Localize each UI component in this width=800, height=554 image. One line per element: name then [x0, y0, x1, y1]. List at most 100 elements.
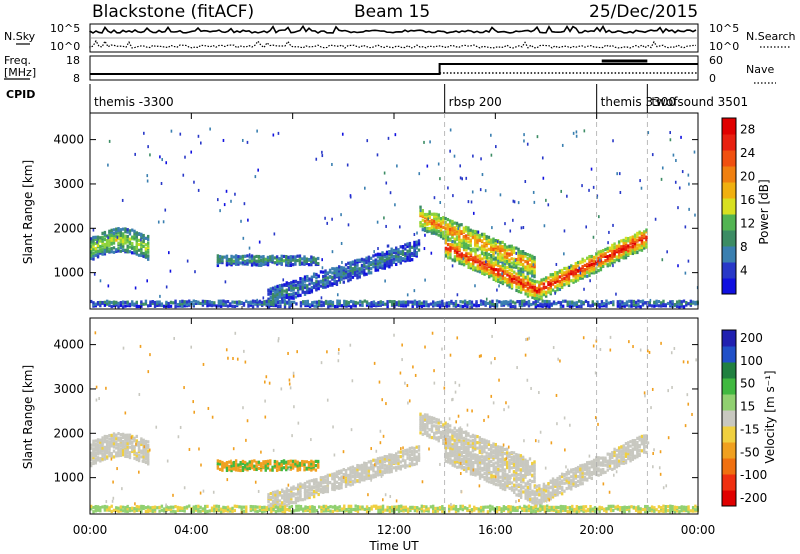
echo-cell — [169, 300, 173, 304]
echo-cell — [442, 236, 445, 240]
echo-cell — [526, 494, 530, 498]
echo-cell — [607, 301, 610, 305]
echo-cell — [344, 263, 348, 267]
echo-cell — [140, 304, 143, 308]
echo-cell — [345, 304, 348, 308]
echo-cell — [583, 478, 587, 482]
echo-cell — [147, 250, 150, 254]
echo-cell — [101, 443, 104, 448]
echo-cell — [451, 240, 454, 244]
echo-cell — [639, 305, 642, 309]
echo-cell — [597, 260, 600, 264]
echo-cell — [439, 216, 443, 221]
echo-cell — [448, 223, 452, 227]
echo-cell — [521, 459, 525, 463]
scatter-cell — [143, 131, 145, 135]
echo-cell — [506, 479, 509, 483]
echo-cell — [124, 241, 127, 245]
echo-cell — [483, 232, 486, 236]
echo-cell — [453, 434, 456, 438]
echo-cell — [287, 283, 291, 288]
echo-cell — [248, 259, 251, 263]
scatter-cell — [536, 135, 539, 139]
echo-cell — [274, 500, 277, 504]
echo-cell — [253, 261, 256, 265]
echo-cell — [524, 458, 527, 462]
echo-cell — [328, 480, 332, 485]
echo-cell — [474, 229, 477, 234]
echo-cell — [560, 479, 564, 483]
echo-cell — [474, 242, 477, 246]
echo-cell — [519, 259, 523, 263]
echo-cell — [476, 267, 479, 271]
echo-cell — [517, 271, 521, 275]
echo-cell — [549, 497, 552, 501]
echo-cell — [497, 478, 500, 482]
echo-cell — [490, 459, 493, 464]
echo-cell — [487, 454, 491, 458]
echo-cell — [331, 300, 335, 304]
echo-cell — [287, 488, 291, 493]
echo-cell — [524, 252, 527, 256]
echo-cell — [381, 255, 384, 259]
echo-cell — [144, 299, 148, 303]
echo-cell — [306, 480, 309, 484]
echo-cell — [453, 430, 456, 434]
echo-cell — [483, 465, 486, 469]
echo-cell — [99, 451, 102, 455]
echo-cell — [433, 224, 436, 228]
echo-cell — [444, 236, 448, 240]
scatter-cell — [424, 278, 426, 282]
echo-cell — [517, 279, 521, 283]
echo-cell — [467, 244, 470, 248]
echo-cell — [547, 280, 550, 285]
echo-cell — [465, 463, 468, 467]
echo-cell — [551, 477, 555, 481]
echo-cell — [421, 209, 425, 213]
echo-cell — [599, 468, 603, 472]
echo-cell — [510, 455, 513, 459]
echo-cell — [262, 259, 265, 263]
echo-cell — [128, 240, 132, 244]
echo-cell — [92, 447, 95, 451]
echo-cell — [351, 474, 355, 478]
echo-cell — [376, 459, 380, 463]
echo-cell — [315, 283, 318, 288]
echo-cell — [621, 302, 624, 306]
echo-cell — [505, 261, 509, 265]
echo-cell — [349, 466, 352, 470]
echo-cell — [188, 302, 191, 306]
echo-cell — [369, 256, 373, 260]
echo-cell — [292, 487, 295, 491]
echo-cell — [181, 299, 184, 303]
echo-cell — [344, 475, 348, 479]
echo-cell — [415, 242, 418, 247]
echo-cell — [237, 465, 240, 469]
echo-cell — [485, 238, 488, 242]
echo-cell — [474, 234, 477, 238]
echo-cell — [541, 303, 544, 307]
echo-cell — [253, 255, 256, 259]
echo-cell — [592, 467, 596, 471]
echo-cell — [471, 235, 475, 239]
echo-cell — [446, 454, 450, 458]
freq-label-line2: [MHz] — [4, 66, 36, 79]
echo-cell — [467, 459, 470, 464]
echo-cell — [640, 236, 644, 240]
echo-cell — [291, 258, 295, 262]
echo-cell — [503, 472, 507, 476]
echo-cell — [467, 226, 470, 230]
echo-cell — [388, 256, 391, 260]
echo-cell — [333, 304, 337, 309]
echo-cell — [521, 461, 525, 466]
echo-cell — [529, 293, 532, 297]
echo-cell — [458, 254, 461, 259]
echo-cell — [140, 246, 143, 251]
echo-cell — [501, 476, 505, 480]
echo-cell — [524, 470, 527, 474]
echo-cell — [456, 449, 459, 453]
echo-cell — [468, 302, 471, 306]
echo-cell — [549, 485, 552, 489]
echo-cell — [137, 442, 141, 447]
echo-cell — [451, 222, 454, 226]
